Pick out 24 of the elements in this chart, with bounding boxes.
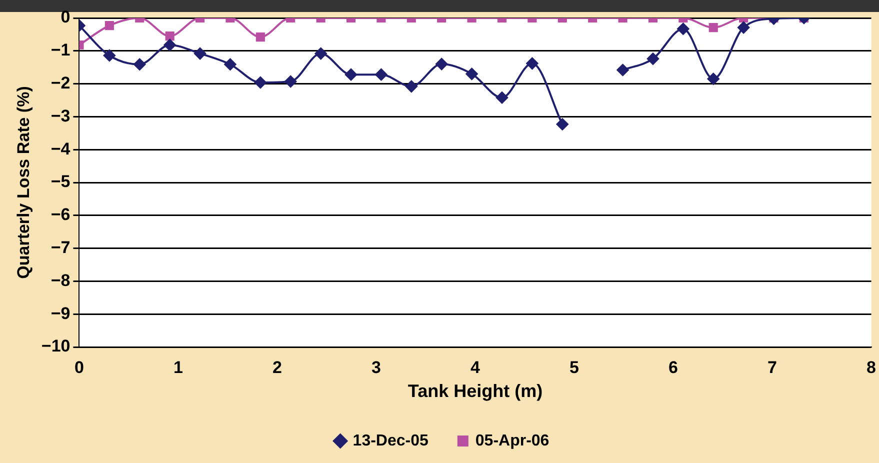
y-tick-label: −5: [50, 172, 70, 192]
x-tick-label: 4: [470, 358, 481, 377]
x-tick-label: 5: [570, 358, 579, 377]
y-axis-title: Quarterly Loss Rate (%): [14, 86, 33, 279]
legend-label: 05-Apr-06: [475, 432, 550, 450]
y-tick-label: −2: [50, 73, 70, 92]
x-tick-label: 1: [174, 358, 183, 377]
y-tick-label: −9: [50, 304, 70, 323]
y-tick-label: −4: [50, 139, 71, 158]
y-tick-label: −8: [50, 270, 70, 290]
y-tick-label: 0: [60, 8, 70, 27]
y-tick-label: −10: [41, 336, 70, 356]
x-tick-label: 6: [668, 358, 678, 377]
x-axis-title: Tank Height (m): [408, 381, 543, 402]
x-tick-label: 2: [272, 358, 282, 377]
y-tick-label: −1: [50, 40, 70, 60]
x-tick-label: 8: [866, 358, 876, 377]
legend-label: 13-Dec-05: [352, 432, 428, 450]
x-tick-label: 0: [74, 358, 84, 377]
y-tick-label: −7: [50, 238, 70, 257]
x-tick-label: 3: [372, 358, 381, 377]
y-tick-label: −3: [50, 106, 70, 126]
x-tick-label: 7: [768, 358, 778, 377]
y-tick-label: −6: [50, 205, 70, 224]
